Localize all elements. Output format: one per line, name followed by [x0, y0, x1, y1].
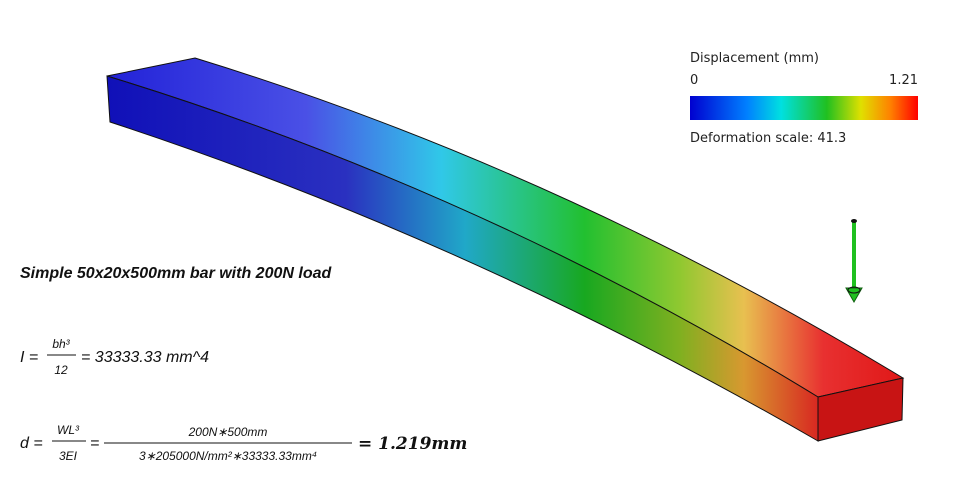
inertia-numerator: bh³	[52, 337, 70, 351]
annotation: Simple 50x20x500mm bar with 200N load I …	[20, 265, 467, 463]
inertia-denominator: 12	[54, 363, 68, 377]
legend-title: Displacement (mm)	[690, 51, 819, 66]
sub-denominator: 3∗205000N/mm²∗33333.33mm⁴	[139, 449, 317, 463]
inertia-lhs: I =	[20, 349, 38, 366]
deflection-result: = 1.219mm	[358, 434, 467, 454]
inertia-result: = 33333.33 mm^4	[81, 349, 209, 366]
arrow-tail	[851, 219, 857, 223]
arrow-head	[845, 287, 863, 304]
scale-note: Deformation scale: 41.3	[690, 131, 846, 146]
annotation-title: Simple 50x20x500mm bar with 200N load	[20, 265, 332, 282]
legend: Displacement (mm) 0 1.21 Deformation sca…	[690, 51, 918, 146]
color-bar	[690, 96, 918, 120]
beam	[106, 57, 905, 442]
legend-min: 0	[690, 73, 698, 88]
sub-numerator: 200N∗500mm	[188, 425, 268, 439]
arrow-ring	[847, 286, 861, 294]
load-arrow	[845, 219, 863, 304]
deflection-lhs: d =	[20, 435, 43, 452]
deflection-equals: =	[90, 435, 99, 452]
beam-end	[817, 377, 904, 442]
legend-max: 1.21	[889, 73, 918, 88]
deflection-numerator: WL³	[57, 423, 80, 437]
deflection-denominator: 3EI	[59, 449, 78, 463]
